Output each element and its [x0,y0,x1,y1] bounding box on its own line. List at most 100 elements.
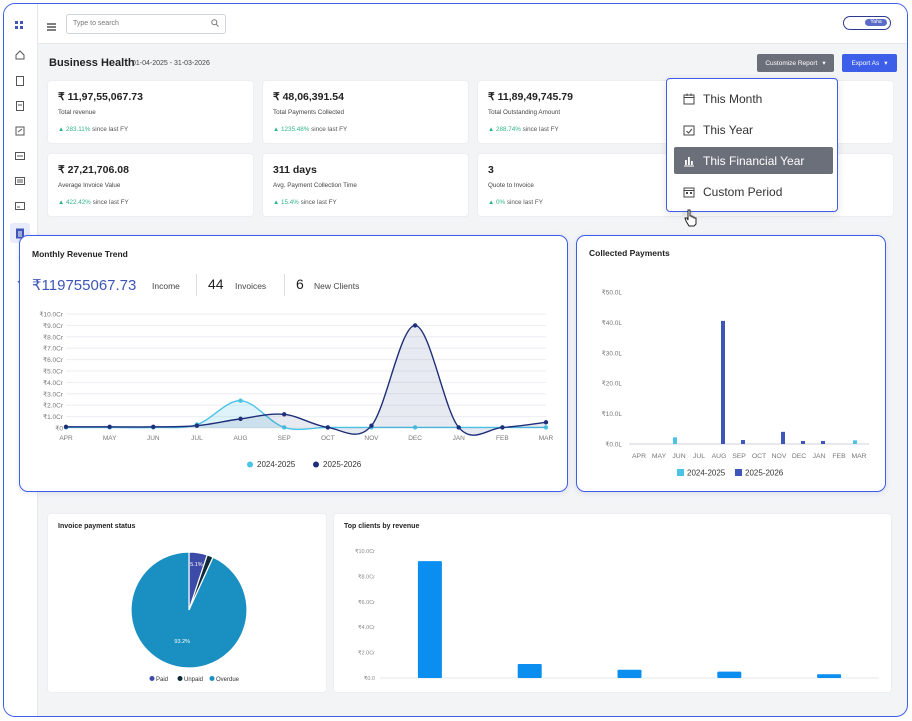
data-point [238,398,243,403]
home-icon[interactable] [13,48,27,62]
y-tick-label: ₹10.0Cr [39,311,63,319]
y-tick-label: ₹4.0Cr [358,624,375,631]
report-icon[interactable] [13,199,27,213]
kpi-delta-value: 15.4% [280,199,299,206]
income-value: ₹119755067.73 [32,277,137,294]
kpi-delta: ▲ 283.11% since last FY [58,126,128,133]
series-area [66,325,546,436]
x-tick-label: SEP [732,453,746,460]
invoice-status-pie: 5.1% 93.2% Paid Unpaid Overdue [130,551,248,683]
data-point [107,424,112,430]
bar [817,674,842,678]
top-bar: Type to search Yaha [38,4,907,44]
data-point [281,425,287,430]
y-tick-label: ₹9.0Cr [43,322,64,330]
caret-down-icon: ▾ [884,60,888,67]
x-tick-label: APR [59,435,73,442]
file-icon[interactable] [13,99,27,113]
bar [821,440,825,444]
hamburger-menu-icon[interactable] [47,18,56,36]
x-tick-label: OCT [752,453,766,460]
search-icon[interactable] [211,19,219,29]
kpi-card: ₹ 11,89,49,745.79 Total Outstanding Amou… [478,81,683,143]
x-tick-label: JUN [147,435,160,442]
search-input[interactable]: Type to search [66,14,226,34]
y-tick-label: ₹8.0Cr [43,333,64,341]
kpi-delta-value: 1235.48% [280,126,310,133]
kpi-card: ₹ 11,97,55,067.73 Total revenue ▲ 283.11… [48,81,253,143]
legend-label: 2025-2026 [745,469,784,478]
x-tick-label: MAY [103,435,117,442]
data-point [412,323,418,328]
x-tick-label: DEC [408,435,422,442]
table-icon[interactable] [13,174,27,188]
legend-marker [677,469,684,476]
panel-title: Collected Payments [589,248,670,258]
kpi-delta: ▲ 15.4% since last FY [273,199,337,206]
caret-down-icon: ▾ [822,60,826,67]
slice-label: 93.2% [174,639,190,645]
toggle-knob: Yaha [865,19,887,26]
menu-item-custom-period[interactable]: Custom Period [674,178,833,205]
theme-toggle[interactable]: Yaha [843,16,891,30]
edit-document-icon[interactable] [13,124,27,138]
kpi-delta-since: since last FY [92,199,129,206]
kpi-delta-value: 422.42% [65,199,91,206]
trend-up-icon: ▲ [58,199,65,206]
y-tick-label: ₹2.0Cr [358,650,375,657]
hand-cursor-icon [683,209,699,232]
y-tick-label: ₹0.0L [605,441,622,449]
bar [853,440,857,444]
x-tick-label: NOV [364,435,379,442]
kpi-label: Quote to Invoice [488,182,534,189]
new-clients-label: New Clients [314,281,360,291]
slice-label: 5.1% [190,562,203,568]
trend-up-icon: ▲ [273,126,280,133]
kpi-value: ₹ 27,21,706.08 [58,164,129,176]
kpi-delta-since: since last FY [522,126,559,133]
panel-title: Invoice payment status [58,523,136,530]
data-point [369,423,374,428]
calendar-range-icon [682,185,695,198]
y-tick-label: ₹6.0Cr [358,599,375,606]
kpi-delta-value: 0% [495,199,506,206]
x-tick-label: MAR [851,453,866,460]
x-tick-label: JUL [191,435,203,442]
x-tick-label: SEP [278,435,291,442]
search-placeholder: Type to search [73,20,119,27]
kpi-label: Avg. Payment Collection Time [273,182,357,189]
top-clients-card: Top clients by revenue ₹0.0 ₹2.0Cr ₹4.0Cr ₹… [334,514,891,692]
y-tick-label: ₹6.0Cr [43,356,64,364]
x-tick-label: JUN [672,453,685,460]
y-tick-label: ₹10.0Cr [355,548,375,555]
kpi-value: 3 [488,164,494,176]
app-grid-icon[interactable] [13,19,27,33]
y-tick-label: ₹7.0Cr [43,345,64,353]
x-tick-label: DEC [792,453,806,460]
list-icon[interactable] [13,149,27,163]
legend-marker [313,461,319,468]
data-point [194,423,200,428]
bar [801,440,805,444]
app-frame: Type to search Yaha Business Health 01-0… [3,3,908,717]
calendar-check-icon [682,123,695,136]
revenue-trend-chart: ₹0 ₹1.0Cr ₹2.0Cr ₹3.0Cr ₹4.0Cr ₹5.0Cr ₹6.0Cr ₹7… [39,311,553,470]
data-point [543,420,549,425]
page-title: Business Health [49,57,135,69]
kpi-label: Total revenue [58,109,96,116]
y-tick-label: ₹8.0Cr [358,573,375,580]
customize-report-button[interactable]: Customize Report ▾ [757,54,834,72]
document-icon[interactable] [13,74,27,88]
data-point [412,425,418,430]
menu-item-label: This Month [703,91,763,106]
top-clients-chart: ₹0.0 ₹2.0Cr ₹4.0Cr ₹6.0Cr ₹8.0Cr ₹10.0Cr [355,548,879,682]
bar [717,671,742,678]
menu-item-this-financial-year[interactable]: This Financial Year [674,147,833,174]
menu-item-this-month[interactable]: This Month [674,85,833,112]
invoices-label: Invoices [235,281,267,291]
y-tick-label: ₹4.0Cr [43,379,64,387]
export-as-button[interactable]: Export As ▾ [842,54,897,72]
menu-item-this-year[interactable]: This Year [674,116,833,143]
data-point [543,425,549,430]
kpi-label: Average Invoice Value [58,182,121,189]
